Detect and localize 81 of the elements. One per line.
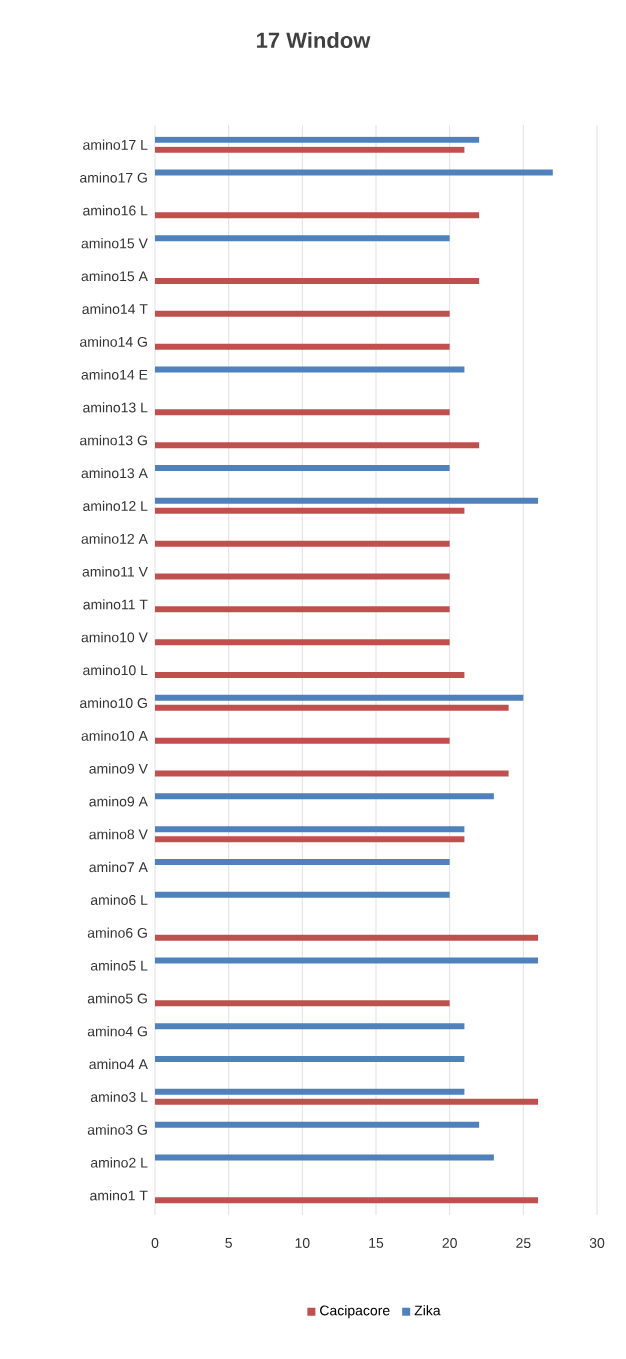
y-tick-label: amino3 G [87,1124,147,1135]
bar [155,1154,494,1161]
bar [155,573,450,580]
y-tick-label: amino4 G [87,1026,147,1037]
y-tick-label: amino12 L [83,500,148,511]
bar [155,146,465,153]
bar [155,169,553,176]
y-tick-label: amino1 T [90,1190,148,1201]
y-tick-label: amino14 E [81,369,148,380]
y-tick-label: amino11 V [82,566,148,577]
bar [155,859,450,865]
bar [155,1197,539,1204]
bar [155,606,450,613]
bar [155,507,465,514]
bar [155,793,494,800]
bar [155,136,480,143]
bar [155,934,539,941]
legend-label: Cacipacore [320,1305,390,1319]
bar [155,465,450,472]
y-tick-label: amino15 A [81,270,148,282]
bar [155,1055,465,1062]
y-tick-label: amino10 L [83,664,148,676]
y-tick-label: amino7 A [89,861,148,873]
x-tick-label: 25 [516,1238,531,1248]
x-tick-label: 20 [442,1238,457,1248]
legend-label: Zika [414,1305,441,1316]
bar [155,1121,480,1128]
bar [155,442,480,449]
x-tick-label: 5 [225,1238,232,1248]
chart-title: 17 Window [257,31,371,49]
bar [155,366,465,373]
y-tick-label: amino10 G [80,697,147,708]
y-tick-label: amino13 L [83,402,148,413]
y-tick-label: amino11 T [83,599,148,610]
y-tick-label: amino14 T [82,303,148,314]
bar [155,770,509,777]
x-tick-label: 15 [369,1238,384,1248]
y-tick-label: amino10 A [81,730,148,741]
bar [155,672,465,679]
bar [155,212,480,219]
y-tick-label: amino14 G [80,336,147,347]
x-tick-label: 30 [589,1238,605,1248]
bar [155,694,524,701]
bar [155,826,465,833]
y-tick-label: amino12 A [81,533,148,544]
y-tick-label: amino5 L [90,960,148,971]
bar [155,737,450,744]
bar [155,639,450,646]
bar [155,1088,465,1095]
y-tick-label: amino8 V [89,829,148,840]
bar [155,704,509,711]
y-tick-label: amino9 A [89,796,148,807]
y-tick-label: amino15 V [81,238,148,249]
bar [155,1000,450,1007]
bar [155,235,450,242]
y-tick-label: amino3 L [90,1091,148,1102]
bar [155,1023,465,1030]
y-tick-label: amino6 G [87,927,147,938]
y-tick-label: amino5 G [87,993,147,1004]
y-tick-label: amino10 V [81,632,148,643]
bar [155,278,480,285]
y-tick-label: amino6 L [90,894,148,905]
x-tick-label: 0 [151,1238,159,1248]
bar [155,343,450,350]
bar [155,409,450,416]
y-tick-label: amino13 G [80,435,147,446]
x-tick-label: 10 [295,1238,310,1248]
y-tick-label: amino4 A [89,1058,148,1070]
bar [155,540,450,547]
bar [155,1098,539,1105]
y-tick-label: amino17 G [80,172,147,183]
y-tick-label: amino9 V [89,763,148,774]
bar [155,310,450,317]
y-tick-label: amino16 L [83,205,148,216]
y-tick-label: amino17 L [83,139,148,150]
bar [155,497,539,504]
bar [155,891,450,898]
bar [155,957,539,964]
bar [155,836,465,843]
y-tick-label: amino2 L [90,1157,148,1168]
y-tick-label: amino13 A [81,467,148,479]
